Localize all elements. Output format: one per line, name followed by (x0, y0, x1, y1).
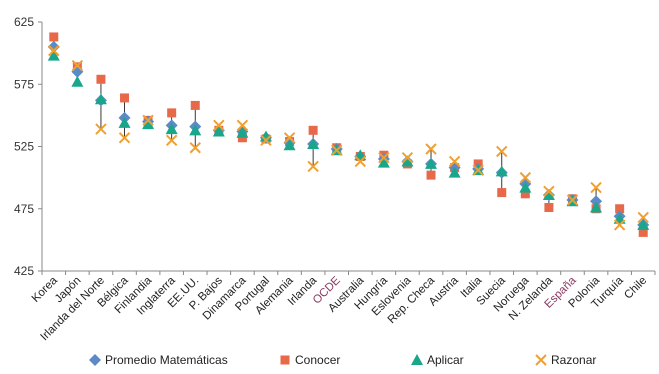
y-tick-label: 425 (14, 264, 34, 278)
point-x (496, 145, 508, 158)
point-square (190, 100, 200, 110)
point-x (71, 59, 84, 72)
point-x (283, 132, 296, 144)
legend-label: Conocer (295, 353, 341, 367)
point-x (354, 155, 366, 168)
point-x (613, 219, 626, 231)
legend-item: Razonar (534, 350, 596, 370)
point-square (544, 203, 554, 213)
point-triangle (542, 189, 555, 201)
point-x (401, 151, 414, 164)
point-x (260, 134, 272, 146)
legend-marker (535, 354, 547, 366)
legend-label: Razonar (551, 353, 597, 367)
point-square (497, 188, 507, 198)
range-connectors (53, 36, 644, 233)
point-x (165, 134, 178, 146)
point-x (448, 155, 461, 168)
point-x (307, 160, 319, 173)
point-triangle (448, 166, 461, 178)
point-triangle (519, 181, 532, 193)
point-x (331, 144, 343, 156)
point-triangle (307, 138, 320, 150)
point-x (590, 181, 602, 194)
point-triangle (189, 124, 202, 136)
point-triangle (118, 116, 131, 128)
point-triangle (377, 156, 390, 168)
y-tick-labels: 425 475 525 575 625 (14, 15, 34, 278)
point-diamond (590, 195, 603, 208)
point-x (637, 211, 649, 224)
point-x (543, 185, 555, 198)
y-tick-label: 475 (14, 202, 34, 216)
x-tick-label: Chile (622, 275, 649, 302)
point-square (167, 108, 177, 118)
point-square (638, 227, 648, 237)
point-x (519, 171, 532, 184)
point-triangle (401, 155, 414, 167)
legend-marker (280, 355, 290, 365)
point-x (236, 119, 249, 132)
point-square (120, 93, 130, 103)
y-tick-label: 575 (14, 77, 34, 91)
legend-item: Conocer (278, 350, 340, 370)
data-marks (47, 32, 650, 237)
point-x (142, 114, 154, 127)
point-x (378, 151, 390, 164)
point-square (520, 189, 530, 199)
point-triangle (212, 125, 225, 137)
point-triangle (165, 123, 178, 135)
point-square (96, 74, 106, 84)
point-triangle (495, 165, 508, 177)
point-square (615, 204, 625, 214)
point-triangle (47, 49, 60, 61)
point-square (49, 32, 59, 42)
point-triangle (142, 118, 155, 130)
point-triangle (71, 75, 84, 87)
point-triangle (259, 130, 272, 142)
legend-marker (411, 354, 423, 365)
y-tick-label: 625 (14, 15, 34, 29)
point-triangle (94, 93, 107, 105)
legend-square-icon (280, 355, 290, 365)
point-x (189, 142, 201, 154)
point-x (425, 143, 437, 155)
point-x (566, 194, 579, 206)
point-x (48, 44, 60, 57)
point-x (472, 164, 484, 176)
legend-marker (89, 354, 101, 366)
legend-item: Aplicar (410, 350, 464, 370)
legend: Promedio Matemáticas Conocer Aplicar Razona… (0, 350, 659, 374)
point-square (308, 125, 318, 135)
point-triangle (425, 157, 438, 169)
legend-item: Promedio Matemáticas (88, 350, 228, 370)
point-triangle (236, 126, 249, 138)
legend-label: Aplicar (427, 353, 464, 367)
legend-diamond-icon (89, 354, 101, 366)
point-x (213, 119, 225, 132)
point-triangle (283, 139, 296, 151)
legend-triangle-icon (411, 354, 423, 365)
point-x (95, 123, 107, 135)
point-triangle (637, 218, 650, 230)
point-diamond (47, 40, 60, 53)
point-triangle (590, 201, 603, 213)
legend-x-icon (535, 354, 547, 366)
point-square (426, 170, 436, 180)
legend-label: Promedio Matemáticas (105, 353, 228, 367)
axes (38, 21, 656, 275)
y-tick-label: 525 (14, 140, 34, 154)
point-x (118, 132, 131, 144)
